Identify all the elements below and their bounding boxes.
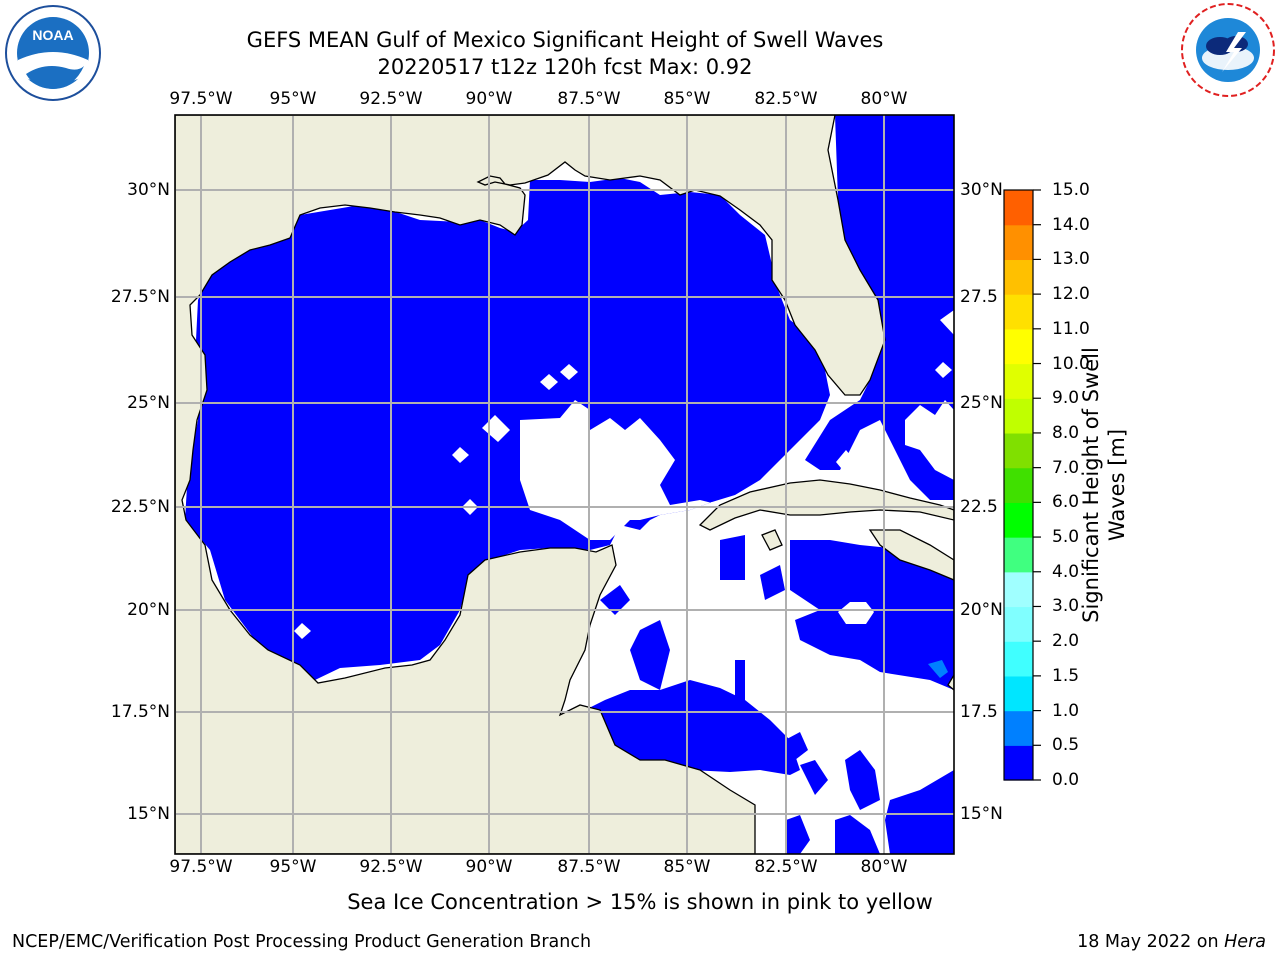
colorbar-segment xyxy=(1004,432,1033,469)
latitude-label-right: 17.5 xyxy=(960,702,998,722)
longitude-label-bottom: 85°W xyxy=(663,857,711,877)
colorbar-tick-label: 2.0 xyxy=(1052,631,1080,652)
colorbar-tick-label: 0.5 xyxy=(1052,735,1080,756)
colorbar-tick-label: 4.0 xyxy=(1052,561,1080,582)
longitude-label-top: 97.5°W xyxy=(169,89,233,109)
sea-ice-note: Sea Ice Concentration > 15% is shown in … xyxy=(347,890,933,914)
footer-date: 18 May 2022 on Hera xyxy=(1077,932,1266,952)
land-north-america xyxy=(175,115,886,854)
nws-logo xyxy=(1181,3,1275,97)
chart-title: GEFS MEAN Gulf of Mexico Significant Hei… xyxy=(246,28,884,52)
colorbar-segment xyxy=(1004,537,1033,573)
colorbar-tick-label: 11.0 xyxy=(1052,318,1090,339)
latitude-label-right: 25°N xyxy=(960,393,1003,413)
colorbar-segment xyxy=(1004,571,1033,608)
colorbar-segment xyxy=(1004,363,1033,399)
colorbar-tick-label: 6.0 xyxy=(1052,492,1080,513)
colorbar-segment xyxy=(1004,710,1033,746)
latitude-label-left: 25°N xyxy=(127,393,170,413)
longitude-label-top: 92.5°W xyxy=(359,89,423,109)
colorbar-segment xyxy=(1004,502,1033,538)
longitude-label-bottom: 97.5°W xyxy=(169,857,233,877)
longitude-label-top: 90°W xyxy=(465,89,513,109)
latitude-label-right: 30°N xyxy=(960,180,1003,200)
longitude-label-bottom: 95°W xyxy=(269,857,317,877)
latitude-label-right: 15°N xyxy=(960,804,1003,824)
colorbar-tick-label: 0.0 xyxy=(1052,770,1080,790)
colorbar-segment xyxy=(1004,224,1033,261)
colorbar-segment xyxy=(1004,745,1033,781)
colorbar-tick-label: 14.0 xyxy=(1052,214,1090,235)
colorbar-segment xyxy=(1004,675,1033,712)
latitude-label-left: 27.5°N xyxy=(110,287,170,307)
colorbar-segment xyxy=(1004,190,1033,226)
longitude-label-bottom: 80°W xyxy=(860,857,908,877)
colorbar-segment xyxy=(1004,328,1033,365)
longitude-label-top: 87.5°W xyxy=(557,89,621,109)
land-cuba xyxy=(698,479,954,531)
chart-subtitle: 20220517 t12z 120h fcst Max: 0.92 xyxy=(377,55,753,79)
colorbar-segment xyxy=(1004,294,1033,330)
colorbar-tick-label: 9.0 xyxy=(1052,388,1080,409)
longitude-label-bottom: 87.5°W xyxy=(557,857,621,877)
longitude-label-top: 95°W xyxy=(269,89,317,109)
colorbar-tick-label: 15.0 xyxy=(1052,180,1090,200)
latitude-label-left: 22.5°N xyxy=(110,497,170,517)
colorbar-tick-label: 12.0 xyxy=(1052,284,1090,305)
colorbar-tick-label: 1.5 xyxy=(1052,665,1080,686)
noaa-logo-text: NOAA xyxy=(32,27,73,43)
noaa-logo: NOAA xyxy=(5,5,101,101)
map-frame xyxy=(174,114,955,855)
latitude-label-right: 20°N xyxy=(960,600,1003,620)
footer-branch: NCEP/EMC/Verification Post Processing Pr… xyxy=(12,932,592,952)
colorbar-tick-label: 5.0 xyxy=(1052,527,1080,548)
longitude-label-top: 82.5°W xyxy=(754,89,818,109)
colorbar-tick-label: 1.0 xyxy=(1052,700,1080,721)
longitude-label-top: 85°W xyxy=(663,89,711,109)
longitude-label-bottom: 82.5°W xyxy=(754,857,818,877)
longitude-label-top: 80°W xyxy=(860,89,908,109)
colorbar-segment xyxy=(1004,641,1033,677)
latitude-label-left: 15°N xyxy=(127,804,170,824)
longitude-label-bottom: 90°W xyxy=(465,857,513,877)
colorbar-segment xyxy=(1004,606,1033,642)
colorbar-tick-label: 3.0 xyxy=(1052,596,1080,617)
latitude-label-left: 30°N xyxy=(127,180,170,200)
latitude-label-left: 17.5°N xyxy=(110,702,170,722)
colorbar-segment xyxy=(1004,398,1033,434)
colorbar-tick-label: 13.0 xyxy=(1052,249,1090,270)
latitude-label-right: 27.5 xyxy=(960,287,998,307)
colorbar-segment xyxy=(1004,467,1033,503)
colorbar-tick-label: 8.0 xyxy=(1052,422,1080,443)
latitude-label-left: 20°N xyxy=(127,600,170,620)
longitude-label-bottom: 92.5°W xyxy=(359,857,423,877)
colorbar-tick-label: 7.0 xyxy=(1052,457,1080,478)
colorbar-segment xyxy=(1004,259,1033,295)
colorbar xyxy=(1004,190,1033,781)
latitude-label-right: 22.5 xyxy=(960,497,998,517)
land-hispaniola-edge xyxy=(868,529,954,581)
graticule xyxy=(175,115,954,854)
gulf-missing-patch xyxy=(520,400,720,540)
colorbar-title: Significant Height of Swell Waves [m] xyxy=(1079,347,1129,623)
colorbar-tick-label: 10.0 xyxy=(1052,353,1090,374)
